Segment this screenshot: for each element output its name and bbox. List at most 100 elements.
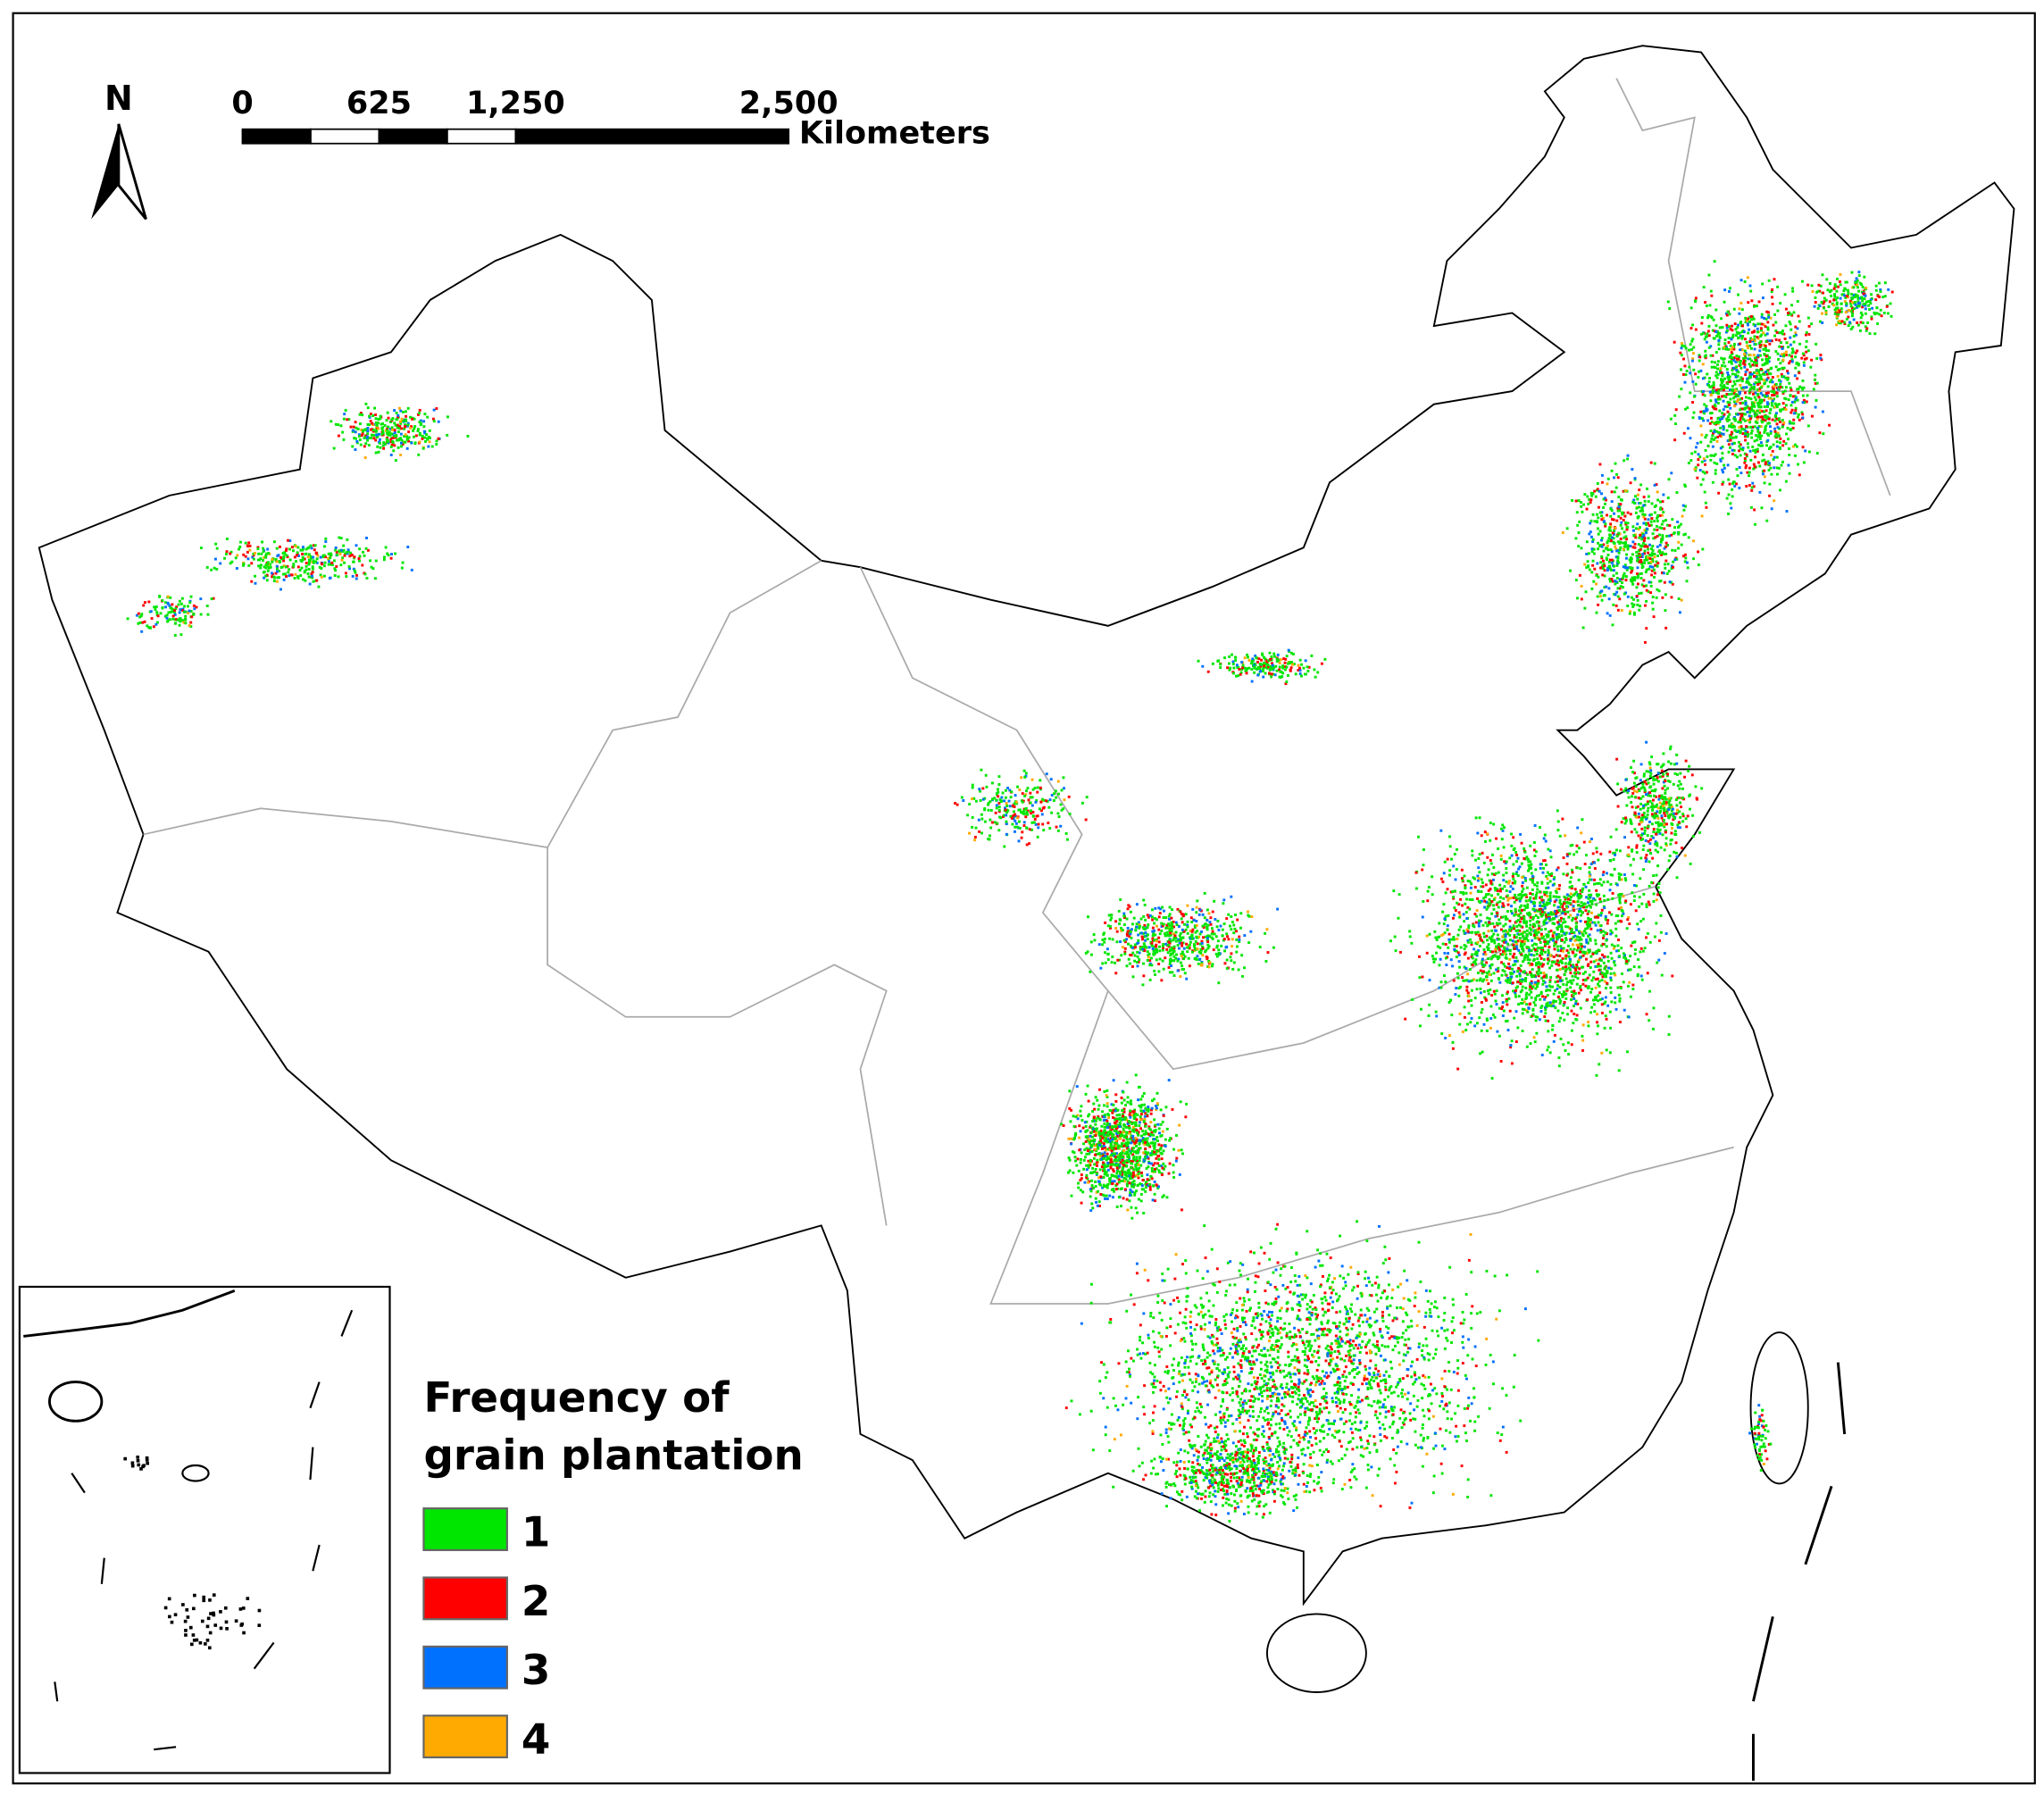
cropland-pixel	[1480, 1000, 1483, 1004]
cropland-pixel	[1623, 954, 1626, 957]
cropland-pixel	[1622, 541, 1624, 545]
cropland-pixel	[1450, 938, 1453, 941]
cropland-pixel	[1608, 526, 1612, 530]
cropland-pixel	[1594, 978, 1598, 981]
cropland-pixel	[1639, 483, 1643, 487]
cropland-pixel	[1532, 973, 1536, 977]
cropland-pixel	[1676, 808, 1679, 812]
cropland-pixel	[1439, 946, 1442, 949]
cropland-pixel	[1748, 396, 1751, 400]
cropland-pixel	[1522, 893, 1525, 897]
cropland-pixel	[1539, 904, 1542, 907]
cropland-pixel	[1522, 934, 1524, 938]
cropland-pixel	[1501, 1001, 1505, 1005]
cropland-pixel	[1533, 980, 1537, 984]
cropland-pixel	[1637, 815, 1640, 819]
cropland-pixel	[1627, 846, 1631, 849]
cropland-pixel	[1475, 954, 1479, 957]
cropland-pixel	[1747, 419, 1750, 421]
cropland-pixel	[1553, 876, 1556, 880]
cropland-pixel	[1651, 856, 1655, 860]
cropland-pixel	[1133, 1174, 1137, 1178]
cropland-pixel	[1505, 932, 1507, 936]
cropland-pixel	[1543, 1015, 1547, 1018]
cropland-pixel	[1580, 505, 1583, 508]
cropland-pixel	[1614, 996, 1617, 999]
cropland-pixel	[1447, 914, 1450, 917]
cropland-pixel	[1690, 339, 1694, 343]
cropland-pixel	[1605, 945, 1608, 948]
cropland-pixel	[1139, 1097, 1143, 1101]
cropland-pixel	[1668, 523, 1672, 527]
cropland-pixel	[1717, 392, 1720, 396]
cropland-pixel	[1566, 901, 1570, 905]
cropland-pixel	[1806, 394, 1809, 397]
cropland-pixel	[1404, 1017, 1407, 1021]
cropland-pixel	[1667, 780, 1671, 783]
cropland-pixel	[1604, 972, 1606, 976]
cropland-pixel	[1600, 545, 1604, 548]
cropland-pixel	[1553, 944, 1556, 947]
cropland-pixel	[1130, 1172, 1133, 1175]
cropland-pixel	[1752, 463, 1756, 466]
cropland-pixel	[1645, 588, 1648, 592]
cropland-pixel	[1589, 522, 1592, 525]
cropland-pixel	[1660, 769, 1664, 772]
cropland-pixel	[1602, 543, 1606, 547]
cropland-pixel	[1803, 401, 1806, 405]
cropland-pixel	[1490, 900, 1494, 903]
cropland-pixel	[1493, 925, 1497, 929]
cropland-pixel	[1600, 518, 1604, 522]
cropland-pixel	[1766, 421, 1770, 425]
cropland-pixel	[1749, 458, 1753, 462]
cropland-pixel	[1725, 392, 1729, 396]
cropland-pixel	[1142, 1141, 1146, 1145]
cropland-pixel	[1774, 432, 1778, 436]
cropland-pixel	[1600, 514, 1603, 518]
cropland-pixel	[1678, 787, 1681, 790]
cropland-pixel	[1754, 455, 1756, 459]
cropland-pixel	[1581, 890, 1584, 894]
cropland-pixel	[1479, 987, 1482, 990]
cropland-pixel	[1623, 901, 1627, 904]
cropland-pixel	[1754, 359, 1757, 362]
cropland-pixel	[1755, 374, 1758, 378]
cropland-pixel	[1700, 417, 1704, 421]
cropland-pixel	[1763, 381, 1766, 385]
cropland-pixel	[1617, 939, 1620, 941]
cropland-pixel	[1642, 539, 1646, 542]
cropland-pixel	[1727, 403, 1731, 406]
cropland-pixel	[1718, 420, 1722, 423]
cropland-pixel	[1615, 576, 1619, 580]
cropland-pixel	[1514, 872, 1518, 876]
cropland-pixel	[1735, 368, 1739, 371]
cropland-pixel	[1779, 362, 1782, 365]
cropland-pixel	[1702, 457, 1706, 461]
cropland-pixel	[1758, 402, 1762, 405]
cropland-pixel	[1548, 984, 1551, 988]
cropland-pixel	[1703, 471, 1706, 475]
cropland-pixel	[1656, 780, 1660, 783]
cropland-pixel	[1501, 823, 1505, 827]
cropland-pixel	[1510, 905, 1513, 908]
cropland-pixel	[1589, 921, 1592, 924]
cropland-pixel	[1451, 916, 1455, 920]
cropland-pixel	[1729, 406, 1732, 410]
cropland-pixel	[1600, 492, 1603, 496]
cropland-pixel	[1094, 1185, 1097, 1189]
cropland-pixel	[1567, 951, 1571, 955]
cropland-pixel	[1564, 954, 1568, 957]
cropland-pixel	[1561, 957, 1564, 961]
cropland-pixel	[1783, 389, 1787, 393]
cropland-pixel	[1723, 342, 1727, 346]
cropland-pixel	[1568, 852, 1572, 855]
cropland-pixel	[1643, 562, 1647, 564]
cropland-pixel	[1742, 330, 1746, 334]
cropland-pixel	[1736, 326, 1739, 330]
cropland-pixel	[1157, 1169, 1161, 1172]
cropland-pixel	[1633, 884, 1636, 887]
cropland-pixel	[1802, 361, 1806, 364]
cropland-pixel	[1731, 396, 1735, 400]
cropland-pixel	[1742, 356, 1745, 360]
cropland-pixel	[1750, 338, 1754, 341]
